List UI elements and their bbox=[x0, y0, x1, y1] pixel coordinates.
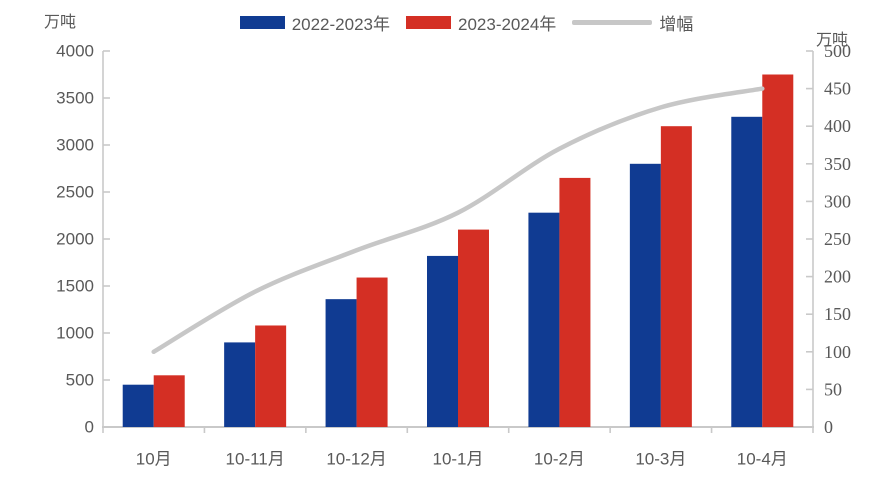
x-axis-category-label: 10-2月 bbox=[534, 450, 585, 469]
left-axis-tick-label: 4000 bbox=[56, 42, 94, 61]
bar-2023-2024年-10-3月 bbox=[660, 126, 692, 427]
bar-2023-2024年-10-4月 bbox=[762, 74, 794, 427]
bar-2022-2023年-10-1月 bbox=[427, 255, 458, 427]
right-axis-tick-label: 100 bbox=[824, 342, 851, 362]
bar-2022-2023年-10-12月 bbox=[325, 299, 357, 427]
right-axis-tick-label: 150 bbox=[824, 304, 851, 324]
x-axis-category-label: 10-4月 bbox=[737, 450, 788, 469]
left-axis-unit-label: 万吨 bbox=[44, 14, 77, 31]
right-axis-tick-label: 500 bbox=[824, 41, 851, 61]
legend-item-zengfu: 增幅 bbox=[572, 10, 693, 35]
bar-2023-2024年-10月 bbox=[153, 375, 185, 427]
right-axis-tick-label: 250 bbox=[824, 229, 851, 249]
x-axis-category-label: 10-3月 bbox=[635, 450, 686, 469]
left-axis-tick-label: 1500 bbox=[56, 277, 94, 296]
left-axis-tick-label: 500 bbox=[66, 371, 94, 390]
x-axis-category-label: 10-12月 bbox=[326, 450, 386, 469]
bar-2022-2023年-10-2月 bbox=[528, 212, 560, 427]
legend-line-swatch-icon bbox=[572, 20, 653, 25]
bar-2022-2023年-10-3月 bbox=[629, 163, 661, 428]
bar-2022-2023年-10-4月 bbox=[731, 116, 763, 428]
right-axis-tick-label: 0 bbox=[824, 417, 833, 437]
left-axis-tick-label: 2500 bbox=[56, 183, 94, 202]
right-axis-tick-label: 50 bbox=[824, 379, 842, 399]
right-axis-tick-label: 450 bbox=[824, 79, 851, 99]
left-axis-tick-label: 2000 bbox=[56, 230, 94, 249]
legend-swatch-2023-2024-icon bbox=[406, 16, 451, 29]
right-axis-tick-label: 350 bbox=[824, 154, 851, 174]
legend-label-zengfu: 增幅 bbox=[659, 15, 694, 34]
increase-line-series bbox=[151, 86, 765, 355]
left-axis-tick-label: 3000 bbox=[56, 136, 94, 155]
bar-2023-2024年-10-2月 bbox=[559, 177, 591, 427]
right-axis-tick-label: 400 bbox=[824, 116, 851, 136]
right-axis-unit-label: 万吨 bbox=[816, 32, 849, 49]
legend-label-2023-2024: 2023-2024年 bbox=[458, 15, 557, 34]
bar-2023-2024年-10-1月 bbox=[458, 229, 489, 427]
bar-2022-2023年-10月 bbox=[122, 384, 154, 427]
left-axis-tick-label: 1000 bbox=[56, 324, 94, 343]
right-axis-tick-label: 200 bbox=[824, 267, 851, 287]
bar-2023-2024年-10-11月 bbox=[255, 325, 287, 427]
legend-swatch-2022-2023-icon bbox=[239, 16, 285, 29]
legend-label-2022-2023: 2022-2023年 bbox=[291, 15, 390, 34]
right-axis-tick-label: 300 bbox=[824, 191, 851, 211]
x-axis-category-label: 10月 bbox=[136, 450, 172, 469]
legend-item-2022-2023: 2022-2023年 bbox=[239, 10, 390, 35]
left-axis-tick-label: 3500 bbox=[56, 89, 94, 108]
x-axis-category-label: 10-1月 bbox=[432, 450, 483, 469]
legend-item-2023-2024: 2023-2024年 bbox=[406, 10, 556, 35]
legend: 2022-2023年 2023-2024年 增幅 bbox=[28, 10, 877, 35]
bar-2023-2024年-10-12月 bbox=[356, 277, 388, 427]
x-axis-category-label: 10-11月 bbox=[226, 450, 285, 469]
left-axis-tick-label: 0 bbox=[85, 418, 94, 437]
bar-2022-2023年-10-11月 bbox=[224, 342, 256, 427]
